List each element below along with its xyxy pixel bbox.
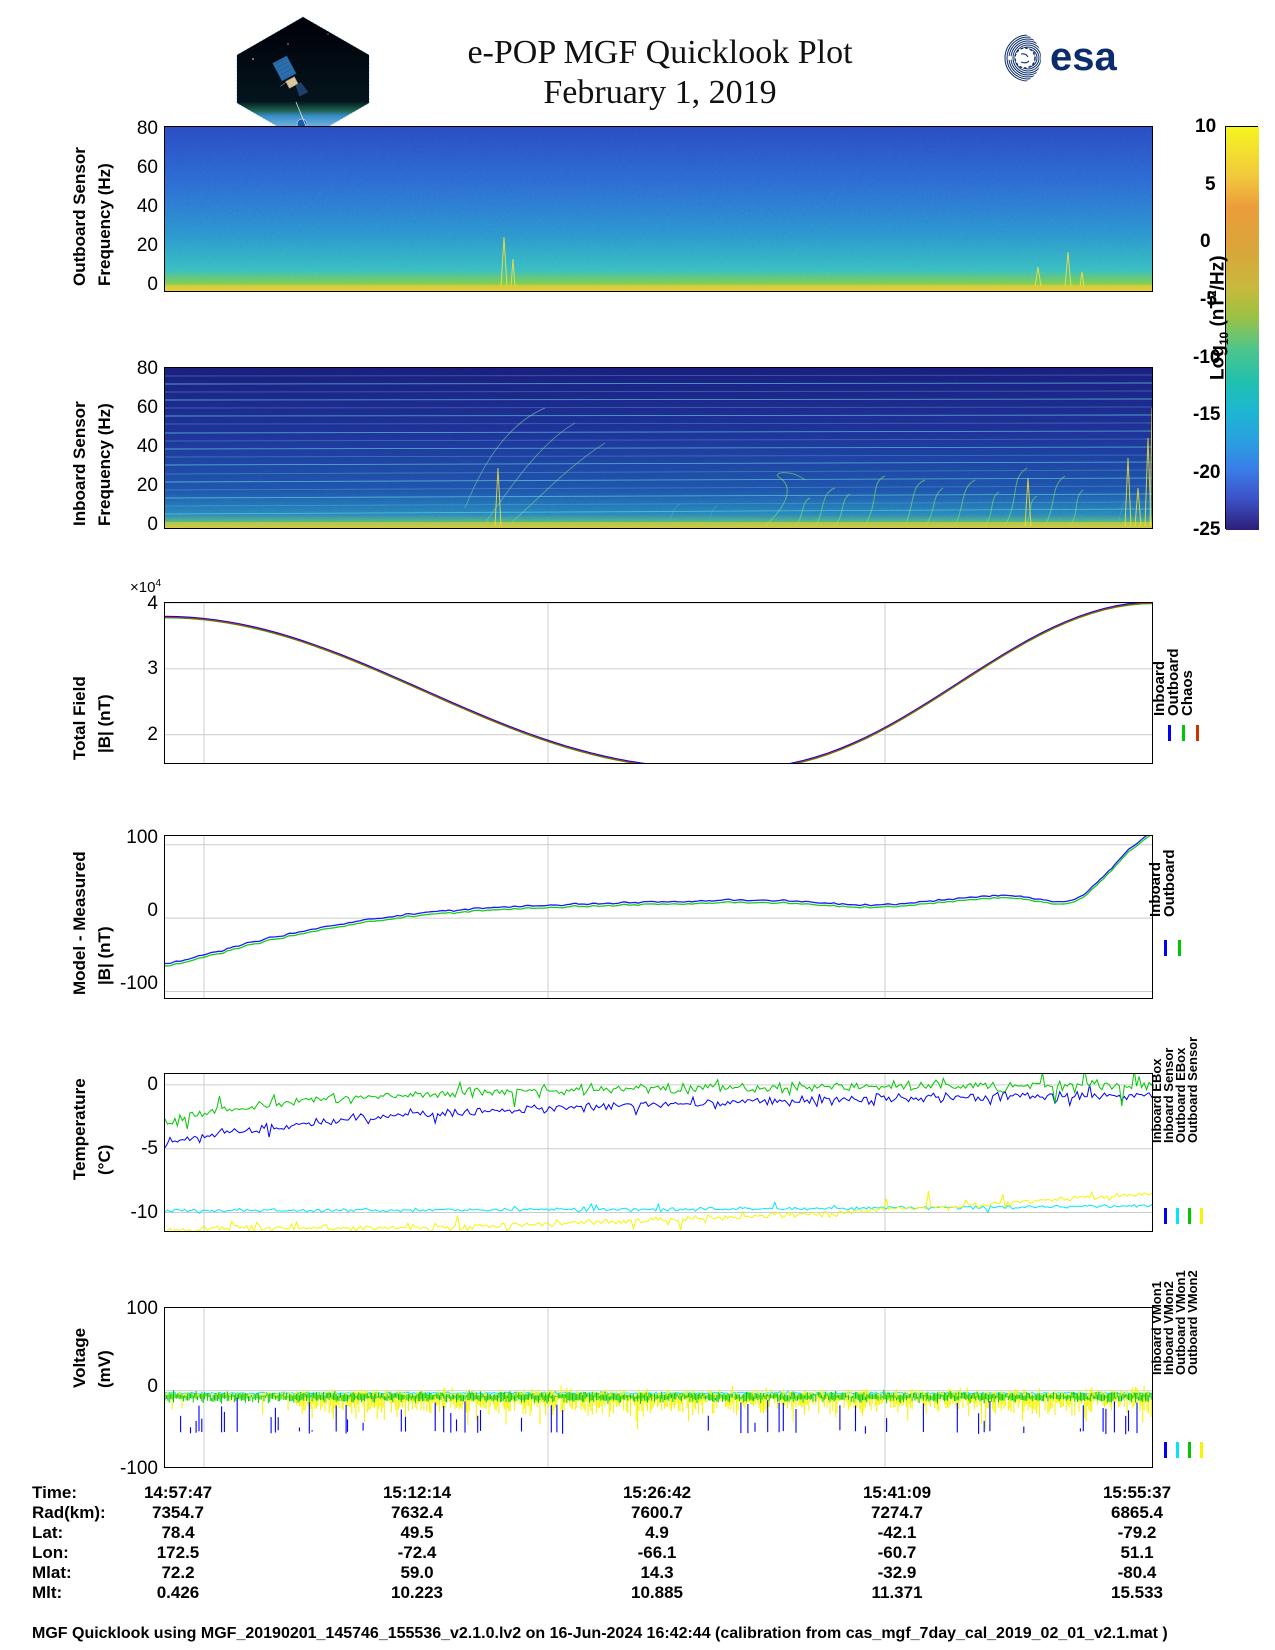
svg-text:esa: esa bbox=[1050, 35, 1117, 79]
